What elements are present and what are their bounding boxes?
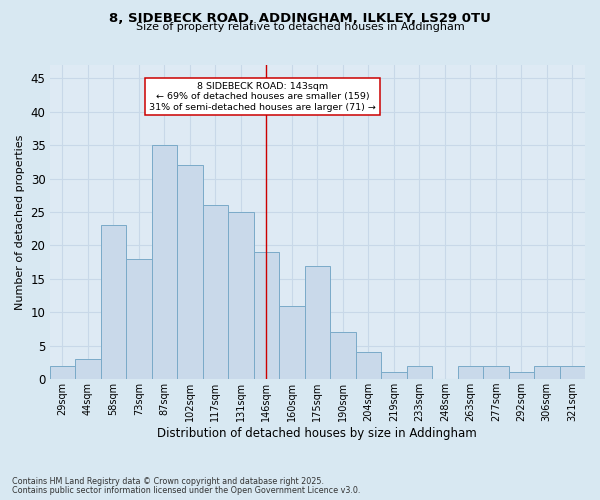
Bar bbox=[228, 212, 254, 379]
Bar bbox=[509, 372, 534, 379]
Bar bbox=[534, 366, 560, 379]
Bar bbox=[483, 366, 509, 379]
Bar bbox=[203, 206, 228, 379]
Bar bbox=[126, 259, 152, 379]
Bar bbox=[75, 359, 101, 379]
Bar bbox=[407, 366, 432, 379]
Bar bbox=[305, 266, 330, 379]
Text: Contains HM Land Registry data © Crown copyright and database right 2025.: Contains HM Land Registry data © Crown c… bbox=[12, 478, 324, 486]
Text: 8 SIDEBECK ROAD: 143sqm
← 69% of detached houses are smaller (159)
31% of semi-d: 8 SIDEBECK ROAD: 143sqm ← 69% of detache… bbox=[149, 82, 376, 112]
Bar bbox=[254, 252, 279, 379]
Text: 8, SIDEBECK ROAD, ADDINGHAM, ILKLEY, LS29 0TU: 8, SIDEBECK ROAD, ADDINGHAM, ILKLEY, LS2… bbox=[109, 12, 491, 26]
Bar bbox=[101, 226, 126, 379]
Bar bbox=[381, 372, 407, 379]
X-axis label: Distribution of detached houses by size in Addingham: Distribution of detached houses by size … bbox=[157, 427, 477, 440]
Bar bbox=[279, 306, 305, 379]
Bar bbox=[560, 366, 585, 379]
Text: Size of property relative to detached houses in Addingham: Size of property relative to detached ho… bbox=[136, 22, 464, 32]
Bar bbox=[330, 332, 356, 379]
Bar bbox=[152, 145, 177, 379]
Text: Contains public sector information licensed under the Open Government Licence v3: Contains public sector information licen… bbox=[12, 486, 361, 495]
Bar bbox=[356, 352, 381, 379]
Bar bbox=[50, 366, 75, 379]
Bar bbox=[458, 366, 483, 379]
Y-axis label: Number of detached properties: Number of detached properties bbox=[15, 134, 25, 310]
Bar bbox=[177, 166, 203, 379]
